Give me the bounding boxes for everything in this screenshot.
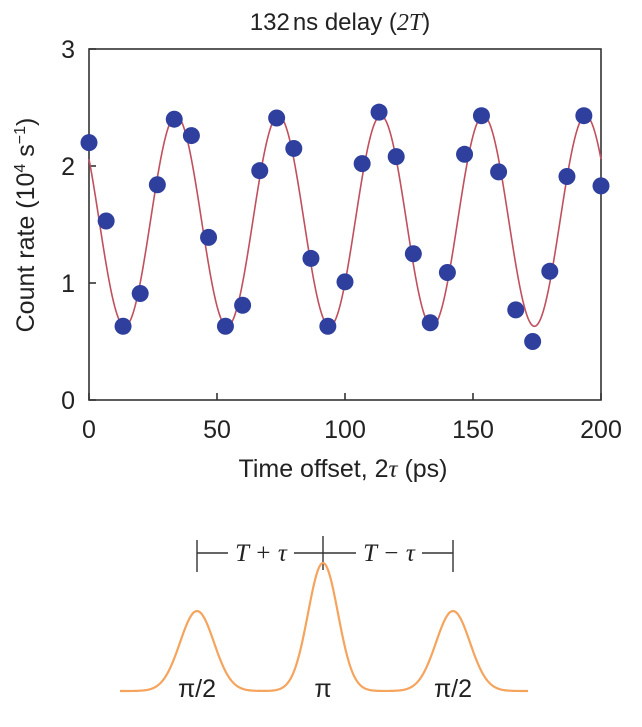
data-point [524,333,542,350]
data-point [165,110,183,128]
x-axis: 0 50 100 150 200 [82,393,622,444]
x-tick-label: 0 [82,416,96,444]
y-axis: 0 1 2 3 [61,36,96,415]
right-interval-label: T − τ [363,540,416,567]
data-point [438,263,456,281]
y-tick-label: 1 [61,270,75,298]
data-point [404,245,422,263]
data-point [507,301,525,319]
data-point [285,139,303,157]
data-point [336,273,354,291]
data-point [456,145,474,163]
data-point [182,127,200,145]
data-point [234,296,252,314]
data-point [268,109,286,127]
x-tick-label: 50 [203,416,231,444]
pulse-waveform [120,561,529,693]
data-point [421,314,439,332]
data-point [148,176,166,194]
y-tick-label: 3 [61,36,75,64]
fit-curve-layer [88,114,602,328]
data-points-layer [80,103,610,350]
data-point [592,177,610,195]
y-tick-label: 0 [61,387,75,415]
left-interval-label: T + τ [235,540,288,567]
x-tick-label: 200 [580,416,622,444]
data-point [472,107,490,125]
data-point [575,107,593,125]
plot-frame [88,48,602,401]
fit-curve [88,114,602,328]
data-point [319,317,337,335]
data-point [114,317,132,335]
pulse-label-left: π/2 [178,675,216,703]
data-point [131,285,149,303]
data-point [490,163,508,181]
x-tick-label: 100 [324,416,366,444]
data-point [200,228,218,246]
data-point [80,134,98,152]
data-point [387,148,405,166]
x-tick-label: 150 [452,416,494,444]
pulse-sequence-diagram: T + τ T − τ π/2 π π/2 [120,536,529,703]
data-point [251,162,269,180]
pulse-label-center: π [314,675,331,703]
data-point [558,168,576,186]
data-point [216,317,234,335]
data-point [302,249,320,267]
data-point [97,212,115,230]
y-axis-label: Count rate (104 s−1) [12,118,40,333]
y-tick-label: 2 [61,153,75,181]
pulse-label-right: π/2 [434,675,472,703]
data-point [370,103,388,121]
chart-title: 132 ns delay (2T) [250,9,430,36]
data-point [541,262,559,280]
data-point [353,155,371,173]
x-axis-label: Time offset, 2τ (ps) [238,455,447,483]
